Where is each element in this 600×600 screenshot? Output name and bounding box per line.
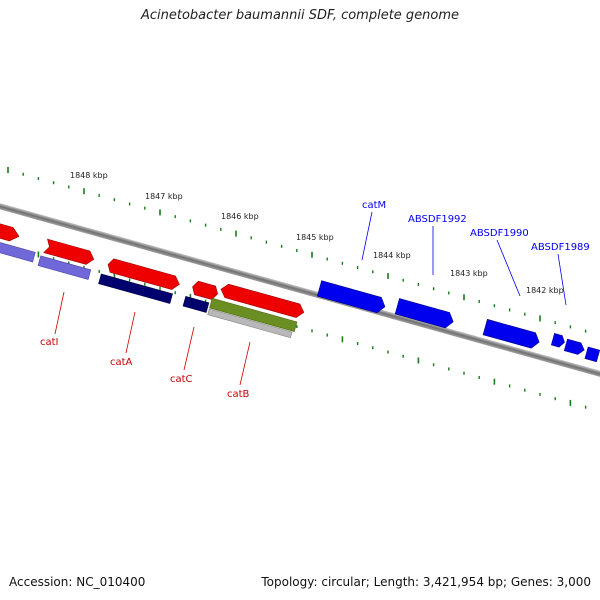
genome-summary-text: Topology: circular; Length: 3,421,954 bp…: [261, 575, 591, 589]
leader-line-ABSDF1989: [557, 253, 567, 306]
gene-label-ABSDF1992[interactable]: ABSDF1992: [408, 214, 467, 225]
feature-arrow-ABSDF1989-b[interactable]: [563, 338, 586, 356]
feature-group-catC: [182, 280, 220, 313]
gene-label-ABSDF1989[interactable]: ABSDF1989: [531, 242, 590, 253]
feature-bar-catB-silver[interactable]: [207, 308, 293, 339]
leader-line-catA: [125, 311, 136, 354]
backbone-line: [0, 195, 600, 385]
feature-bar-catA[interactable]: [98, 273, 173, 304]
feature-arrow-ABSDF1989-a[interactable]: [550, 333, 566, 348]
feature-arrow-ABSDF1989-c[interactable]: [584, 346, 600, 363]
feature-arrow-catC-red[interactable]: [191, 280, 220, 300]
ruler-label: 1844 kbp: [373, 251, 411, 260]
gene-label-catA[interactable]: catA: [110, 357, 133, 368]
feature-group-catA-red: [98, 258, 181, 304]
accession-text: Accession: NC_010400: [9, 575, 146, 589]
feature-group-catA: [37, 238, 96, 280]
genome-backbone: [0, 195, 600, 385]
feature-track-right: [316, 280, 600, 363]
gene-label-catB[interactable]: catB: [227, 389, 250, 400]
gene-label-ABSDF1990[interactable]: ABSDF1990: [470, 228, 529, 239]
feature-bar-catB[interactable]: [209, 297, 298, 332]
leader-line-catM: [361, 211, 373, 261]
feature-arrow-catM[interactable]: [316, 280, 387, 315]
gene-labels-reverse: catM ABSDF1992 ABSDF1990 ABSDF1989: [361, 200, 590, 306]
feature-bar-catI-lavender-2[interactable]: [37, 255, 92, 280]
leader-line-catI: [54, 291, 65, 335]
gene-labels-forward: catI catA catC catB: [40, 291, 251, 400]
feature-group-ABSDF1992: [394, 298, 455, 330]
feature-track-left: [0, 221, 306, 339]
ruler-label: 1848 kbp: [70, 171, 108, 180]
feature-bar-catC[interactable]: [182, 296, 210, 313]
ruler-label: 1847 kbp: [145, 192, 183, 201]
leader-line-catB: [239, 341, 251, 386]
feature-arrow-catI-2[interactable]: [43, 238, 96, 266]
ruler-label: 1846 kbp: [221, 212, 259, 221]
gene-label-catI[interactable]: catI: [40, 337, 59, 348]
feature-group-ABSDF1989: [550, 333, 600, 363]
ruler-label: 1842 kbp: [526, 286, 564, 295]
feature-group-catB: [207, 283, 306, 339]
gene-label-catC[interactable]: catC: [170, 374, 193, 385]
feature-arrow-ABSDF1990[interactable]: [482, 318, 541, 349]
feature-group-ABSDF1990: [482, 318, 541, 349]
feature-bar-catI-lavender-1[interactable]: [0, 238, 36, 263]
feature-arrow-catA-red[interactable]: [106, 258, 181, 291]
leader-line-ABSDF1990: [496, 239, 521, 297]
feature-arrow-catB-red[interactable]: [219, 283, 306, 320]
ruler-label: 1843 kbp: [450, 269, 488, 278]
feature-arrow-catI-1[interactable]: [0, 221, 21, 244]
ruler-ticks-upper: [7, 167, 587, 333]
feature-arrow-ABSDF1992[interactable]: [394, 298, 455, 330]
gene-label-catM[interactable]: catM: [362, 200, 386, 211]
leader-line-catC: [183, 326, 195, 371]
map-title: Acinetobacter baumannii SDF, complete ge…: [140, 8, 460, 23]
feature-group-catM: [316, 280, 387, 315]
ruler-label: 1845 kbp: [296, 233, 334, 242]
ruler-labels: 1848 kbp 1847 kbp 1846 kbp 1845 kbp 1844…: [70, 171, 564, 295]
feature-group-catI: [0, 221, 36, 263]
